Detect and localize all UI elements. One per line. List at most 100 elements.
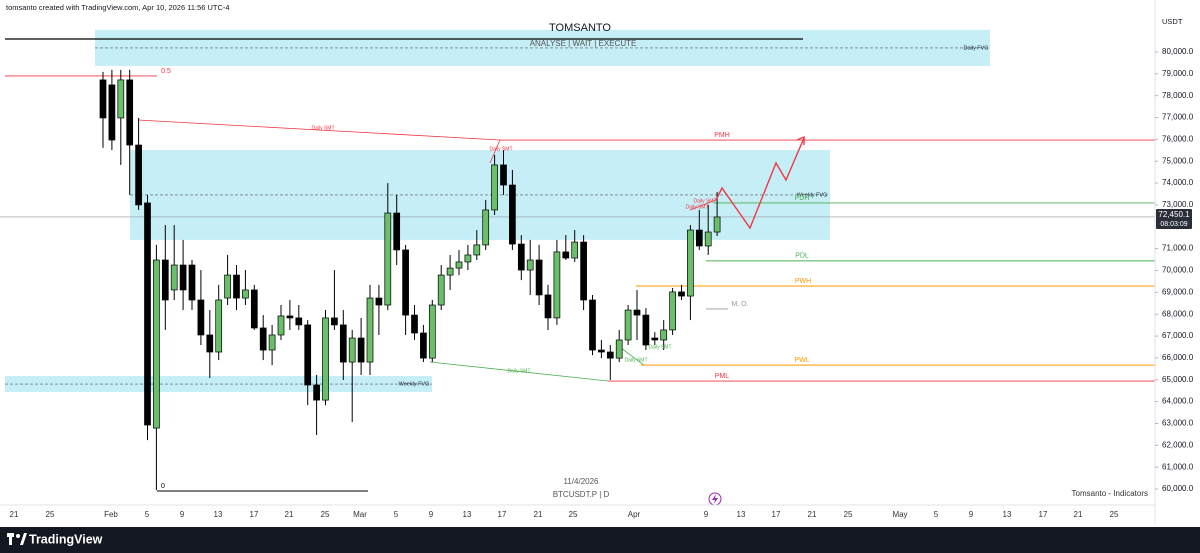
candle-body — [224, 274, 231, 299]
candle-body — [277, 315, 285, 336]
smt-label: Daily SMT — [489, 146, 512, 152]
candle-body — [304, 324, 312, 386]
candle-body — [606, 351, 614, 359]
x-tick-label: 21 — [808, 510, 817, 519]
y-tick-label: 69,000.0 — [1162, 287, 1194, 296]
level-label: 0.5 — [161, 68, 171, 75]
x-tick-label: 21 — [1074, 510, 1083, 519]
x-tick-label: 9 — [429, 510, 434, 519]
fvg-label: Weekly FVG — [797, 192, 828, 198]
smt-label: Daily SMT — [693, 198, 716, 204]
candle-body — [357, 337, 365, 363]
currency: USDT — [1162, 17, 1183, 26]
y-tick-label: 64,000.0 — [1162, 397, 1194, 406]
candle-body — [695, 229, 703, 247]
y-tick-label: 67,000.0 — [1162, 331, 1194, 340]
candle-body — [562, 251, 570, 259]
symbol: BTCUSDT.P | D — [553, 490, 610, 499]
candle-body — [571, 241, 579, 259]
smt-label: Daily SMT — [624, 357, 647, 363]
x-tick-label: 13 — [737, 510, 746, 519]
x-tick-label: 5 — [934, 510, 939, 519]
level-label: 0 — [161, 483, 165, 490]
y-tick-label: 76,000.0 — [1162, 134, 1194, 143]
candle-body — [179, 264, 187, 291]
candle-body — [589, 299, 596, 351]
projection-arrow — [796, 135, 805, 145]
x-tick-label: Mar — [353, 510, 367, 519]
x-tick-label: 17 — [1039, 510, 1048, 519]
candle-body — [509, 184, 516, 245]
smt-label: Daily SMT — [648, 344, 671, 350]
candle-body — [375, 297, 383, 306]
candle-body — [393, 212, 401, 251]
countdown: 08:03:09 — [1160, 221, 1187, 228]
x-tick-label: 13 — [214, 510, 223, 519]
candle-body — [535, 259, 543, 296]
level-label: PDL — [795, 253, 809, 260]
candle-body — [242, 289, 249, 299]
candle-body — [642, 314, 650, 346]
y-tick-label: 79,000.0 — [1162, 69, 1194, 78]
candle-body — [651, 337, 659, 341]
x-tick-label: 25 — [321, 510, 330, 519]
candle-body — [526, 259, 534, 271]
candle-body — [420, 332, 427, 359]
candle-body — [660, 329, 668, 341]
candle-body — [126, 79, 134, 146]
candle-body — [615, 339, 623, 359]
x-tick-label: 25 — [569, 510, 578, 519]
smt-label: Daily SMT — [507, 368, 530, 374]
smt-line — [689, 199, 717, 211]
candle-body — [339, 324, 347, 363]
smt-line — [429, 361, 609, 382]
smt-line — [489, 139, 501, 164]
candle-body — [411, 314, 418, 334]
candle-body — [153, 259, 160, 429]
candle-body — [161, 259, 169, 301]
y-tick-label: 62,000.0 — [1162, 440, 1194, 449]
candle-body — [580, 241, 587, 301]
last-price-box — [1156, 208, 1192, 229]
candle-body — [437, 274, 445, 306]
candle-body — [428, 304, 436, 359]
candle-body — [446, 267, 454, 276]
last-price-label: 72,450.1 — [1158, 210, 1190, 219]
x-tick-label: 5 — [145, 510, 150, 519]
brand[interactable]: TradingView — [29, 532, 103, 546]
x-tick-label: 25 — [1110, 510, 1119, 519]
candle-body — [402, 249, 409, 316]
y-tick-label: 77,000.0 — [1162, 113, 1194, 122]
x-tick-label: 9 — [180, 510, 185, 519]
candle-body — [624, 309, 632, 341]
candle-body — [678, 291, 685, 297]
fvg-label: Weekly FVG — [399, 381, 430, 387]
candle-body — [464, 254, 472, 263]
candle-body — [99, 79, 107, 119]
y-tick-label: 70,000.0 — [1162, 266, 1194, 275]
x-tick-label: 17 — [772, 510, 781, 519]
subtitle: ANALYSE | WAIT | EXECUTE — [530, 39, 637, 48]
smt-label: Daily SMT — [311, 125, 334, 131]
y-tick-label: 65,000.0 — [1162, 375, 1194, 384]
candle-body — [553, 251, 561, 319]
candle-body — [482, 209, 490, 246]
smt-line — [137, 119, 501, 141]
y-tick-label: 61,000.0 — [1162, 462, 1194, 471]
candle-body — [259, 327, 267, 351]
candle-body — [384, 212, 392, 306]
candle-body — [233, 274, 240, 299]
x-tick-label: 25 — [46, 510, 55, 519]
candle-body — [197, 299, 205, 336]
level-label: PWL — [794, 357, 809, 364]
x-tick-label: Feb — [104, 510, 118, 519]
logo-part — [16, 534, 20, 538]
candle-body — [517, 243, 525, 271]
y-tick-label: 63,000.0 — [1162, 419, 1194, 428]
event-icon-bolt — [712, 494, 718, 504]
logo-part — [20, 533, 27, 545]
x-tick-label: 17 — [250, 510, 259, 519]
x-tick-label: 13 — [463, 510, 472, 519]
